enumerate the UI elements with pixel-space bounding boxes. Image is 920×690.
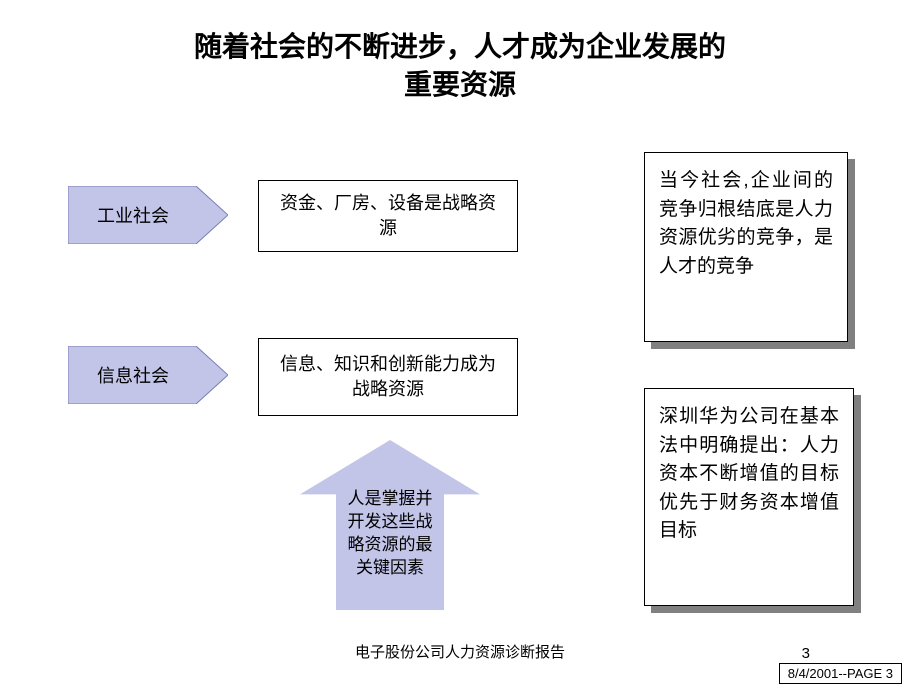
page-number: 3 — [802, 645, 810, 662]
callout-1: 深圳华为公司在基本法中明确提出：人力资本不断增值的目标优先于财务资本增值目标 — [644, 388, 854, 606]
era-desc-1: 信息、知识和创新能力成为战略资源 — [258, 338, 518, 416]
title-line1: 随着社会的不断进步，人才成为企业发展的 — [194, 31, 726, 62]
era-arrow-1: 信息社会 — [68, 346, 228, 404]
era-desc-0: 资金、厂房、设备是战略资源 — [258, 180, 518, 252]
era-arrow-label-0: 工业社会 — [68, 186, 198, 244]
era-arrow-0: 工业社会 — [68, 186, 228, 244]
footer-center: 电子股份公司人力资源诊断报告 — [0, 641, 920, 662]
up-arrow: 人是掌握并开发这些战略资源的最关键因素 — [300, 440, 480, 610]
date-page-box: 8/4/2001--PAGE 3 — [779, 663, 902, 684]
era-arrow-label-1: 信息社会 — [68, 346, 198, 404]
slide-title: 随着社会的不断进步，人才成为企业发展的 重要资源 — [0, 28, 920, 104]
title-line2: 重要资源 — [404, 69, 516, 100]
up-arrow-text: 人是掌握并开发这些战略资源的最关键因素 — [342, 488, 438, 580]
callout-0: 当今社会,企业间的竞争归根结底是人力资源优劣的竞争，是人才的竞争 — [644, 152, 848, 342]
